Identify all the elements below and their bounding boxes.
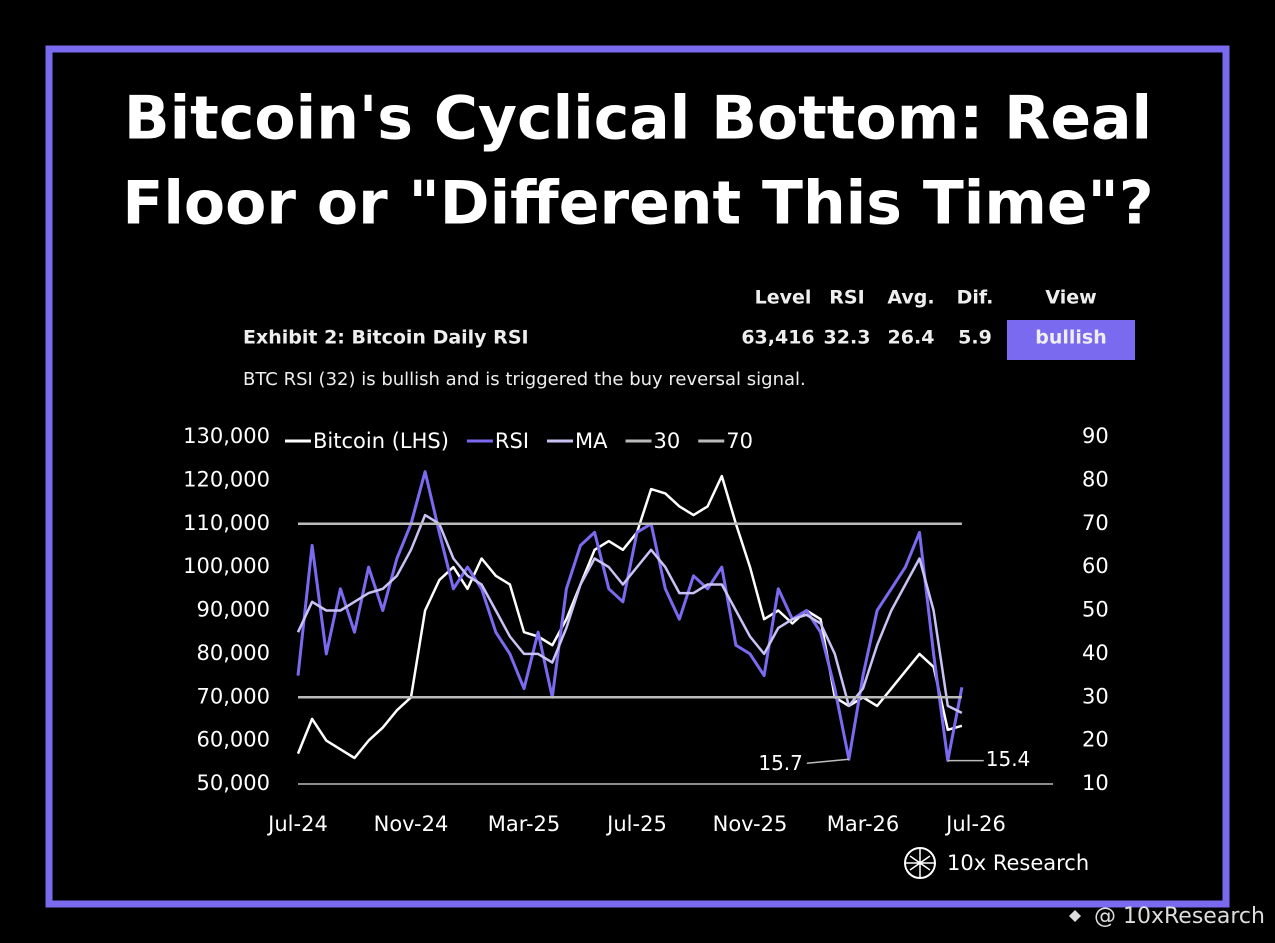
x-tick-label: Nov-25 [713, 812, 788, 836]
table-header: Avg. [887, 287, 934, 309]
x-tick-label: Mar-25 [488, 812, 561, 836]
table-cell: 26.4 [888, 327, 935, 349]
y2-tick-label: 90 [1082, 424, 1109, 448]
y-tick-label: 130,000 [183, 424, 270, 448]
table-header: View [1045, 287, 1096, 309]
series-line [296, 474, 963, 760]
y-tick-label: 100,000 [183, 554, 270, 578]
table-cell: 32.3 [824, 327, 871, 349]
note: BTC RSI (32) is bullish and is triggered… [243, 369, 806, 390]
series-line [296, 470, 964, 763]
brand-logo [904, 847, 936, 879]
y2-tick-label: 40 [1082, 641, 1109, 665]
frame [45, 45, 1230, 908]
x-tick-label: Jul-26 [944, 812, 1006, 836]
legend-label: 70 [726, 429, 753, 453]
annotation: 15.7 [758, 751, 803, 775]
y-tick-label: 120,000 [183, 467, 270, 491]
x-tick-label: Mar-26 [827, 812, 900, 836]
brand: 10x Research [947, 851, 1089, 875]
y-tick-label: 60,000 [197, 728, 270, 752]
y2-tick-label: 50 [1082, 598, 1109, 622]
y-tick-label: 110,000 [183, 511, 270, 535]
watermark-icon [1069, 910, 1081, 922]
table-cell: 63,416 [741, 327, 814, 349]
x-tick-label: Jul-24 [266, 812, 328, 836]
y2-tick-label: 60 [1082, 554, 1109, 578]
y2-tick-label: 30 [1082, 684, 1109, 708]
watermark: @ 10xResearch [1094, 904, 1265, 929]
table-cell: bullish [1035, 327, 1107, 349]
x-tick-label: Nov-24 [374, 812, 449, 836]
annotation: 15.4 [986, 747, 1031, 771]
y-tick-label: 80,000 [197, 641, 270, 665]
y2-tick-label: 20 [1082, 728, 1109, 752]
y-tick-label: 70,000 [197, 684, 270, 708]
x-tick-label: Jul-25 [605, 812, 667, 836]
y2-tick-label: 80 [1082, 467, 1109, 491]
table-header: RSI [829, 287, 864, 309]
annotation-leader [806, 758, 849, 765]
view-badge [1007, 320, 1135, 360]
title-line: Floor or "Different This Time"? [122, 169, 1153, 239]
y-tick-label: 90,000 [197, 598, 270, 622]
y2-tick-label: 10 [1082, 771, 1109, 795]
legend-label: Bitcoin (LHS) [313, 429, 449, 453]
legend-label: RSI [495, 429, 529, 453]
plot: 50,000 60,000 70,000 80,000 90,000 100,000 110… [183, 424, 1109, 836]
y2-tick-label: 70 [1082, 511, 1109, 535]
table-label: Exhibit 2: Bitcoin Daily RSI [243, 327, 529, 349]
y-tick-label: 50,000 [197, 771, 270, 795]
table-cell: 5.9 [958, 327, 992, 349]
legend-label: 30 [654, 429, 681, 453]
title-line: Bitcoin's Cyclical Bottom: Real [124, 84, 1152, 154]
legend-label: MA [575, 429, 608, 453]
table-header: Level [755, 287, 812, 309]
series-line [296, 513, 963, 715]
table-header: Dif. [957, 287, 994, 309]
